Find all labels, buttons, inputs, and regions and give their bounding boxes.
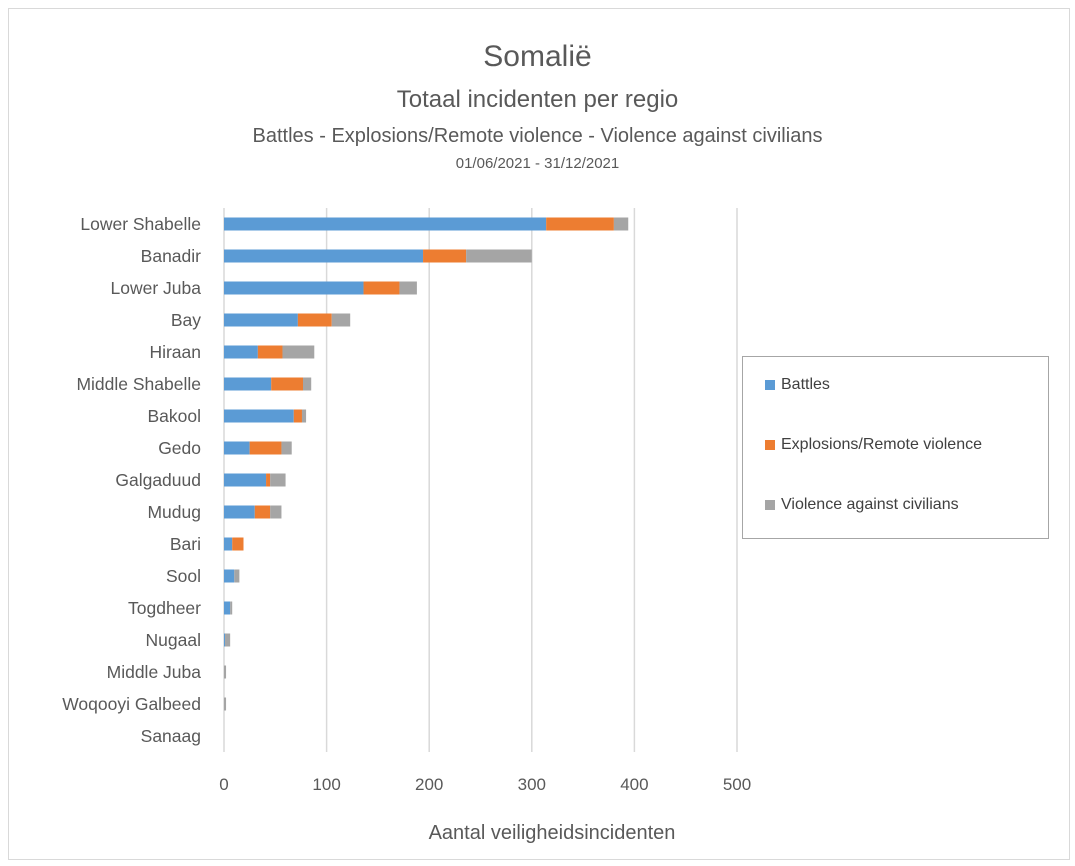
- bar-segment: [363, 281, 400, 295]
- bar-segment: [232, 537, 244, 551]
- bar-segment: [249, 441, 282, 455]
- bar-segment: [224, 697, 227, 711]
- bar-segment: [466, 249, 532, 263]
- bar-segment: [224, 633, 226, 647]
- y-category-label: Sool: [166, 566, 201, 586]
- y-category-label: Nugaal: [146, 630, 201, 650]
- y-category-label: Togdheer: [128, 598, 201, 618]
- y-category-label: Woqooyi Galbeed: [62, 694, 201, 714]
- bar-segment: [297, 313, 332, 327]
- y-category-label: Bakool: [147, 406, 201, 426]
- legend-label-explosions: Explosions/Remote violence: [781, 436, 982, 453]
- y-category-label: Mudug: [147, 502, 201, 522]
- bar-segment: [224, 249, 424, 263]
- bar-segment: [301, 409, 307, 423]
- chart-subtitle-date-range: 01/06/2021 - 31/12/2021: [455, 155, 620, 172]
- y-category-label: Bay: [171, 310, 201, 330]
- legend-label-battles: Battles: [781, 376, 830, 393]
- x-tick-label: 0: [219, 775, 228, 794]
- x-tick-label: 200: [415, 775, 443, 794]
- bar-segment: [270, 505, 282, 519]
- x-tick-label: 400: [620, 775, 648, 794]
- bar-segment: [225, 633, 231, 647]
- y-category-label: Bari: [170, 534, 201, 554]
- x-tick-label: 100: [312, 775, 340, 794]
- legend-item-explosions: Explosions/Remote violence: [765, 436, 982, 454]
- bar-segment: [224, 217, 547, 231]
- bar-segment: [331, 313, 351, 327]
- chart-subtitle: Totaal incidenten per regio: [396, 86, 679, 113]
- y-category-label: Middle Shabelle: [76, 374, 201, 394]
- legend-swatch-battles: [765, 380, 775, 390]
- bar-segment: [230, 601, 233, 615]
- legend-item-violence-civilians: Violence against civilians: [765, 496, 959, 514]
- bar-segment: [257, 345, 283, 359]
- bar-segment: [224, 569, 235, 583]
- y-category-label: Galgaduud: [115, 470, 201, 490]
- bar-segment: [224, 377, 272, 391]
- bar-segment: [224, 313, 298, 327]
- bar-segment: [224, 505, 255, 519]
- bar-segment: [270, 473, 286, 487]
- bar-segment: [224, 409, 294, 423]
- chart-subtitle-event-types: Battles - Explosions/Remote violence - V…: [252, 125, 823, 147]
- chart-title: Somalië: [483, 40, 592, 73]
- bar-segment: [271, 377, 304, 391]
- bar-segment: [613, 217, 629, 231]
- bar-segment: [224, 281, 364, 295]
- bar-segment: [224, 601, 231, 615]
- legend-item-battles: Battles: [765, 376, 830, 394]
- chart-area-border: [8, 8, 1070, 860]
- bar-segment: [281, 441, 292, 455]
- bar-segment: [234, 569, 240, 583]
- x-axis-title: Aantal veiligheidsincidenten: [429, 822, 676, 844]
- x-tick-label: 500: [723, 775, 751, 794]
- bar-segment: [254, 505, 271, 519]
- bar-segment: [282, 345, 315, 359]
- x-tick-label: 300: [518, 775, 546, 794]
- bar-segment: [224, 345, 258, 359]
- bar-segment: [423, 249, 467, 263]
- bar-segment: [303, 377, 312, 391]
- y-category-label: Banadir: [141, 246, 201, 266]
- y-category-label: Lower Juba: [111, 278, 202, 298]
- y-category-label: Middle Juba: [107, 662, 202, 682]
- y-category-label: Gedo: [158, 438, 201, 458]
- bar-segment: [224, 441, 250, 455]
- y-category-label: Lower Shabelle: [80, 214, 201, 234]
- chart-legend: Battles Explosions/Remote violence Viole…: [742, 356, 1049, 539]
- legend-swatch-explosions: [765, 440, 775, 450]
- y-category-label: Hiraan: [149, 342, 201, 362]
- y-category-label: Sanaag: [141, 726, 201, 746]
- bar-segment: [293, 409, 302, 423]
- bar-segment: [224, 537, 233, 551]
- bar-segment: [546, 217, 614, 231]
- legend-label-violence-civilians: Violence against civilians: [781, 496, 959, 513]
- bar-segment: [224, 665, 227, 679]
- legend-swatch-violence-civilians: [765, 500, 775, 510]
- bar-segment: [399, 281, 417, 295]
- bar-segment: [224, 473, 267, 487]
- bar-segment: [266, 473, 271, 487]
